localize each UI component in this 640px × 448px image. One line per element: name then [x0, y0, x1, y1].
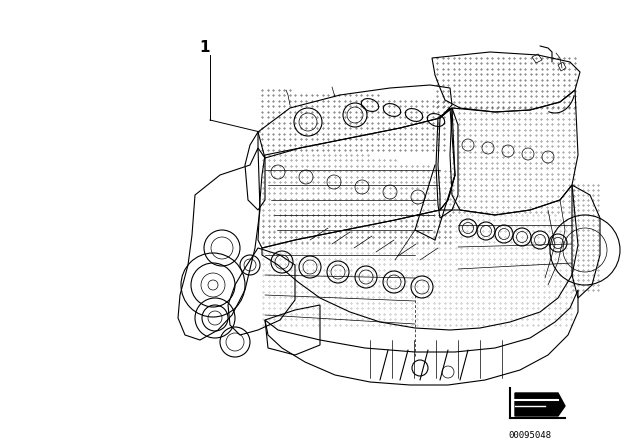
Text: 1: 1 — [200, 40, 211, 56]
Polygon shape — [515, 393, 565, 416]
Text: 00095048: 00095048 — [509, 431, 552, 439]
